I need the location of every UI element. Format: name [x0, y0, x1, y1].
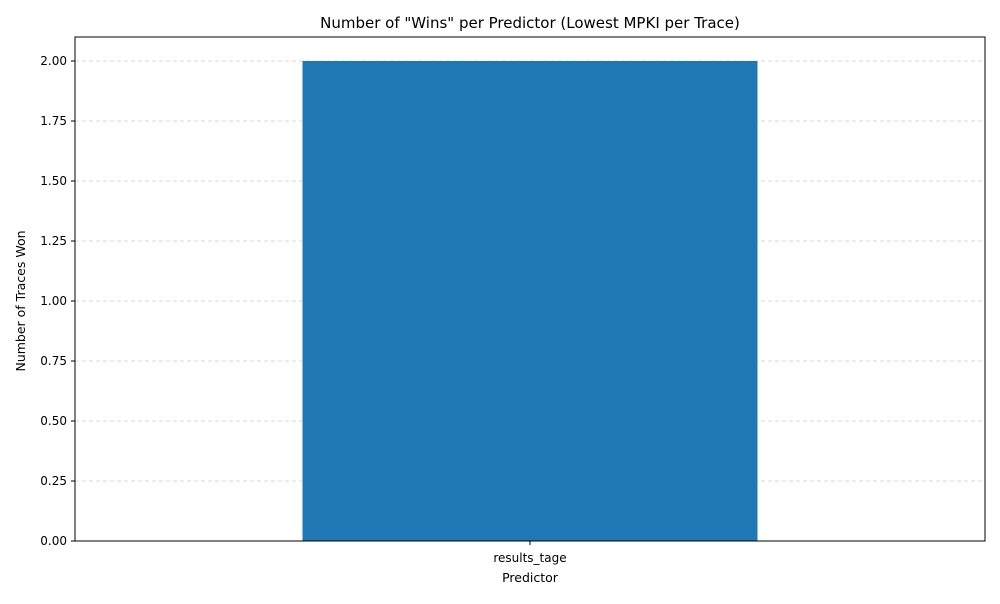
x-axis-label: Predictor — [502, 570, 559, 585]
y-tick-label: 0.25 — [40, 474, 67, 488]
y-tick-label: 1.25 — [40, 234, 67, 248]
plot-frame — [74, 36, 986, 542]
y-tick-label: 0.75 — [40, 354, 67, 368]
bars — [302, 61, 758, 541]
y-axis-ticks: 0.00 0.25 0.50 0.75 1.00 1.25 1.50 1.75 2.00 — [40, 54, 75, 548]
y-tick-label: 2.00 — [40, 54, 67, 68]
x-axis-ticks: results_tage — [493, 541, 567, 565]
y-tick-label: 0.00 — [40, 534, 67, 548]
x-tick-label: results_tage — [493, 551, 566, 565]
y-tick-label: 0.50 — [40, 414, 67, 428]
bar-results_tage — [302, 61, 758, 541]
y-tick-label: 1.75 — [40, 114, 67, 128]
y-tick-label: 1.50 — [40, 174, 67, 188]
y-tick-label: 1.00 — [40, 294, 67, 308]
y-axis-label: Number of Traces Won — [13, 230, 28, 371]
chart-title: Number of "Wins" per Predictor (Lowest M… — [320, 14, 740, 32]
